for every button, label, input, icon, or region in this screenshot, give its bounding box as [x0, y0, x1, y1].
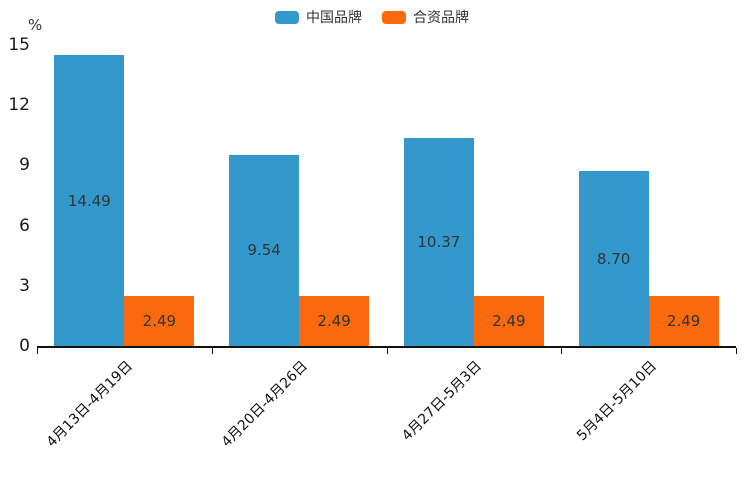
bar: 2.49 — [299, 296, 370, 346]
bar-value-label: 10.37 — [417, 232, 461, 251]
bar-value-label: 2.49 — [142, 312, 177, 330]
y-axis-tick-label: 9 — [19, 155, 30, 176]
x-axis-tick — [561, 348, 563, 354]
y-axis-tick-label: 3 — [19, 275, 30, 296]
y-axis-tick-label: 12 — [8, 95, 30, 116]
bar: 2.49 — [648, 296, 719, 346]
x-axis-category-label-text: 4月20日-4月26日 — [218, 358, 311, 451]
x-axis-category-label-text: 4月27日-5月3日 — [399, 358, 486, 445]
y-axis-tick-label: 15 — [8, 35, 30, 55]
bar: 2.49 — [473, 296, 544, 346]
legend-item-joint-venture-brands[interactable]: 合资品牌 — [382, 7, 469, 27]
y-axis-unit-label: % — [28, 16, 43, 34]
x-axis-category-label-text: 5月4日-5月10日 — [574, 358, 661, 445]
legend-label: 中国品牌 — [306, 10, 362, 26]
y-axis-tick-label: 6 — [19, 215, 30, 236]
bar-value-label: 2.49 — [317, 312, 351, 330]
x-axis-tick — [211, 348, 213, 354]
bar: 10.37 — [403, 137, 474, 346]
bar: 9.54 — [229, 154, 300, 346]
legend-swatch-icon — [275, 10, 299, 24]
x-axis-line — [37, 346, 736, 348]
bar-value-label: 2.49 — [492, 312, 526, 330]
bar-value-label: 9.54 — [247, 241, 281, 260]
legend-item-china-brands[interactable]: 中国品牌 — [275, 7, 362, 27]
x-axis-category-label-text: 4月13日-4月19日 — [43, 358, 136, 451]
bar-value-label: 8.70 — [596, 249, 631, 268]
bar: 8.70 — [578, 171, 649, 346]
bar: 14.49 — [54, 55, 125, 346]
legend-swatch-icon — [382, 10, 406, 24]
y-axis-tick-label: 0 — [19, 336, 30, 356]
legend: 中国品牌 合资品牌 — [0, 7, 744, 27]
bar-value-label: 2.49 — [666, 312, 701, 330]
x-axis-tick — [736, 348, 737, 354]
bar: 2.49 — [124, 296, 195, 346]
bar-value-label: 14.49 — [67, 191, 111, 210]
x-axis-tick — [386, 348, 388, 354]
legend-label: 合资品牌 — [413, 10, 469, 26]
x-axis-tick — [37, 348, 38, 354]
